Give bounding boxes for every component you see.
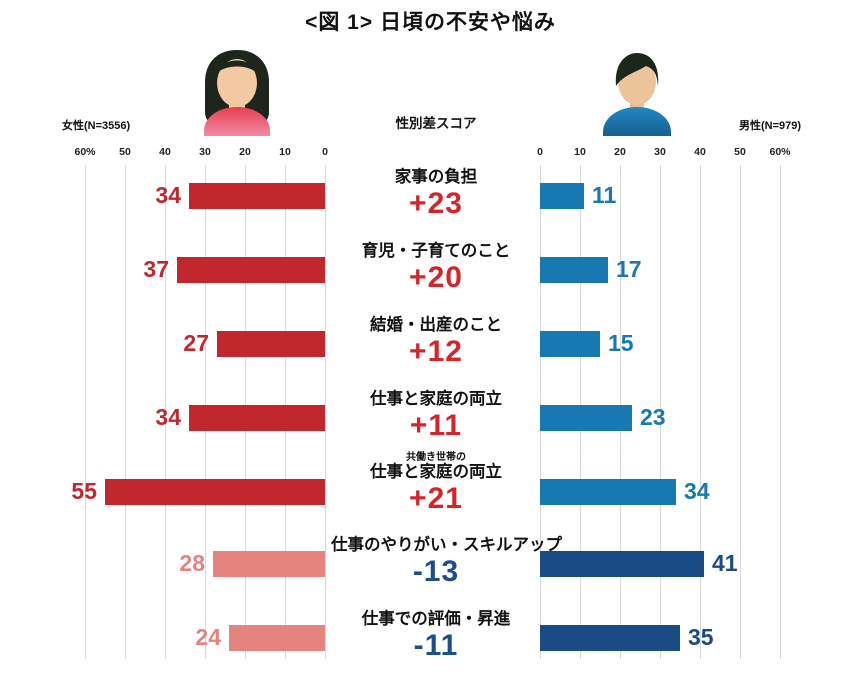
category-cell: 仕事のやりがい・スキルアップ -13 (331, 536, 562, 588)
male-value-label: 35 (688, 624, 714, 650)
female-bar (217, 331, 325, 357)
gridline (780, 165, 781, 659)
category-label: 仕事のやりがい・スキルアップ (331, 536, 562, 554)
male-axis-tick: 0 (537, 146, 543, 158)
male-axis-tick: 10 (574, 146, 586, 158)
category-cell: 育児・子育てのこと +20 (331, 242, 541, 294)
male-axis-tick: 20 (614, 146, 626, 158)
female-axis-tick: 20 (239, 146, 251, 158)
female-group-label: 女性(N=3556) (62, 120, 131, 132)
male-bar (540, 405, 632, 431)
gridline (85, 165, 86, 659)
gridline (125, 165, 126, 659)
male-bar (540, 625, 680, 651)
male-axis-tick: 50 (734, 146, 746, 158)
gridline (165, 165, 166, 659)
diff-score: +21 (409, 482, 463, 515)
female-bar (189, 405, 325, 431)
female-axis-tick: 10 (279, 146, 291, 158)
category-label: 仕事と家庭の両立 (370, 463, 502, 481)
female-avatar-icon (204, 50, 270, 136)
female-bar (229, 625, 325, 651)
female-bar (105, 479, 325, 505)
category-label: 仕事と家庭の両立 (370, 390, 502, 408)
diff-score: +11 (409, 409, 463, 442)
female-bar (213, 551, 325, 577)
diff-score: -13 (412, 555, 460, 588)
male-bar (540, 479, 676, 505)
male-axis-tick: 60% (769, 146, 791, 158)
male-bar (540, 257, 608, 283)
category-label: 仕事での評価・昇進 (361, 610, 511, 628)
male-group-label: 男性(N=979) (739, 120, 802, 132)
gridline (700, 165, 701, 659)
category-label: 結婚・出産のこと (370, 316, 502, 334)
category-cell: 家事の負担 +23 (331, 168, 541, 220)
female-axis-tick: 30 (199, 146, 211, 158)
category-note: 共働き世帯の (406, 452, 466, 463)
category-label: 育児・子育てのこと (361, 242, 511, 260)
male-bar (540, 551, 704, 577)
female-value-label: 24 (195, 624, 221, 650)
female-axis-tick: 40 (159, 146, 171, 158)
diff-score: +12 (409, 335, 463, 368)
female-bar (177, 257, 325, 283)
diff-score: -11 (413, 629, 459, 662)
female-value-label: 27 (183, 330, 209, 356)
female-bar (189, 183, 325, 209)
male-value-label: 34 (684, 478, 710, 504)
category-cell: 共働き世帯の 仕事と家庭の両立 +21 (331, 452, 541, 515)
male-value-label: 17 (616, 256, 642, 282)
female-axis-tick: 0 (322, 146, 328, 158)
center-header: 性別差スコア (395, 116, 477, 131)
female-axis-tick: 60% (74, 146, 96, 158)
female-axis-tick: 50 (119, 146, 131, 158)
male-axis-tick: 40 (694, 146, 706, 158)
female-value-label: 37 (143, 256, 169, 282)
category-cell: 仕事での評価・昇進 -11 (331, 610, 541, 662)
gridline (660, 165, 661, 659)
male-bar (540, 331, 600, 357)
male-avatar-icon (603, 53, 671, 136)
male-value-label: 41 (712, 550, 738, 576)
female-value-label: 34 (155, 404, 181, 430)
gridline (740, 165, 741, 659)
gridline (325, 165, 326, 659)
female-value-label: 55 (71, 478, 97, 504)
category-cell: 結婚・出産のこと +12 (331, 316, 541, 368)
category-cell: 仕事と家庭の両立 +11 (331, 390, 541, 442)
male-bar (540, 183, 584, 209)
chart-title: <図 1> 日頃の不安や悩み (305, 11, 556, 34)
diff-score: +20 (409, 261, 463, 294)
category-label: 家事の負担 (394, 168, 478, 186)
diff-score: +23 (409, 187, 463, 220)
male-value-label: 15 (608, 330, 634, 356)
female-value-label: 28 (179, 550, 205, 576)
female-value-label: 34 (155, 182, 181, 208)
male-axis-tick: 30 (654, 146, 666, 158)
male-value-label: 23 (640, 404, 666, 430)
male-value-label: 11 (592, 182, 617, 208)
